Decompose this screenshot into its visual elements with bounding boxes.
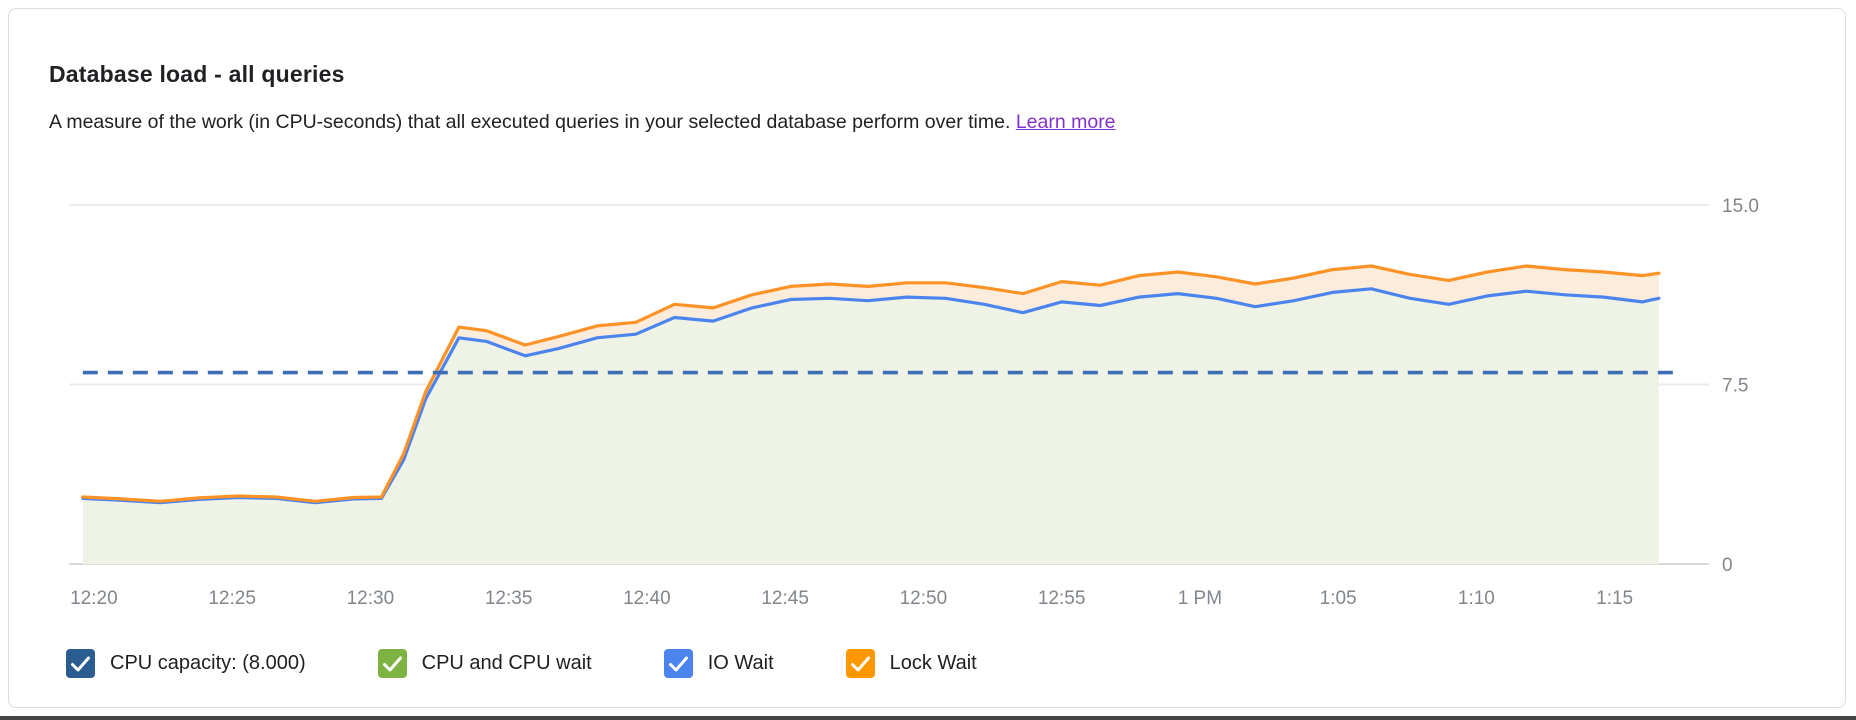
legend-label: IO Wait (707, 652, 774, 674)
cpu-and-cpu-wait-area (82, 288, 1659, 564)
x-tick-label: 1:15 (1596, 588, 1633, 609)
legend-item-cpu-capacity[interactable]: CPU capacity: (8.000) (66, 649, 306, 678)
legend-label: Lock Wait (889, 652, 977, 674)
x-tick-label: 12:50 (900, 588, 948, 609)
chart-legend: CPU capacity: (8.000) CPU and CPU wait IO … (66, 649, 977, 678)
chart-description: A measure of the work (in CPU-seconds) t… (49, 111, 1116, 134)
legend-item-io-wait[interactable]: IO Wait (663, 649, 774, 678)
checkbox-cpu-and-cpu-wait[interactable] (377, 649, 407, 678)
checkmark-icon (850, 656, 870, 672)
lock-wait-line (81, 264, 1661, 503)
legend-label: CPU capacity: (8.000) (110, 652, 306, 674)
learn-more-link[interactable]: Learn more (1015, 111, 1116, 133)
database-load-chart: 15.0 7.5 0 12:20 12:25 12:30 12:35 12:40 12:45 12… (69, 196, 1759, 609)
checkbox-cpu-capacity[interactable] (66, 649, 95, 678)
x-tick-label: 12:25 (208, 588, 256, 609)
x-tick-label: 1 PM (1178, 588, 1222, 609)
y-tick-label: 7.5 (1722, 376, 1748, 397)
checkbox-lock-wait[interactable] (845, 649, 875, 678)
y-tick-label: 15.0 (1722, 196, 1759, 217)
x-tick-label: 12:40 (623, 588, 671, 609)
legend-label: CPU and CPU wait (421, 652, 592, 674)
x-tick-label: 12:35 (485, 588, 533, 609)
legend-item-cpu-and-cpu-wait[interactable]: CPU and CPU wait (377, 649, 592, 678)
checkmark-icon (668, 656, 688, 672)
y-tick-label: 0 (1722, 555, 1733, 576)
x-tick-label: 1:05 (1320, 588, 1357, 609)
checkmark-icon (382, 656, 402, 672)
page-title: Database load - all queries (49, 61, 345, 87)
chart-description-text: A measure of the work (in CPU-seconds) t… (49, 111, 1011, 133)
bottom-divider (0, 716, 1856, 720)
x-tick-label: 12:20 (70, 588, 118, 609)
lock-wait-band (82, 266, 1659, 503)
x-tick-label: 12:55 (1038, 588, 1086, 609)
x-tick-label: 1:10 (1458, 588, 1495, 609)
checkbox-io-wait[interactable] (663, 649, 693, 678)
checkmark-icon (71, 656, 90, 672)
x-tick-label: 12:30 (347, 588, 395, 609)
x-tick-label: 12:45 (761, 588, 809, 609)
legend-item-lock-wait[interactable]: Lock Wait (845, 649, 977, 678)
database-load-card: Database load - all queries A measure of… (8, 8, 1846, 708)
